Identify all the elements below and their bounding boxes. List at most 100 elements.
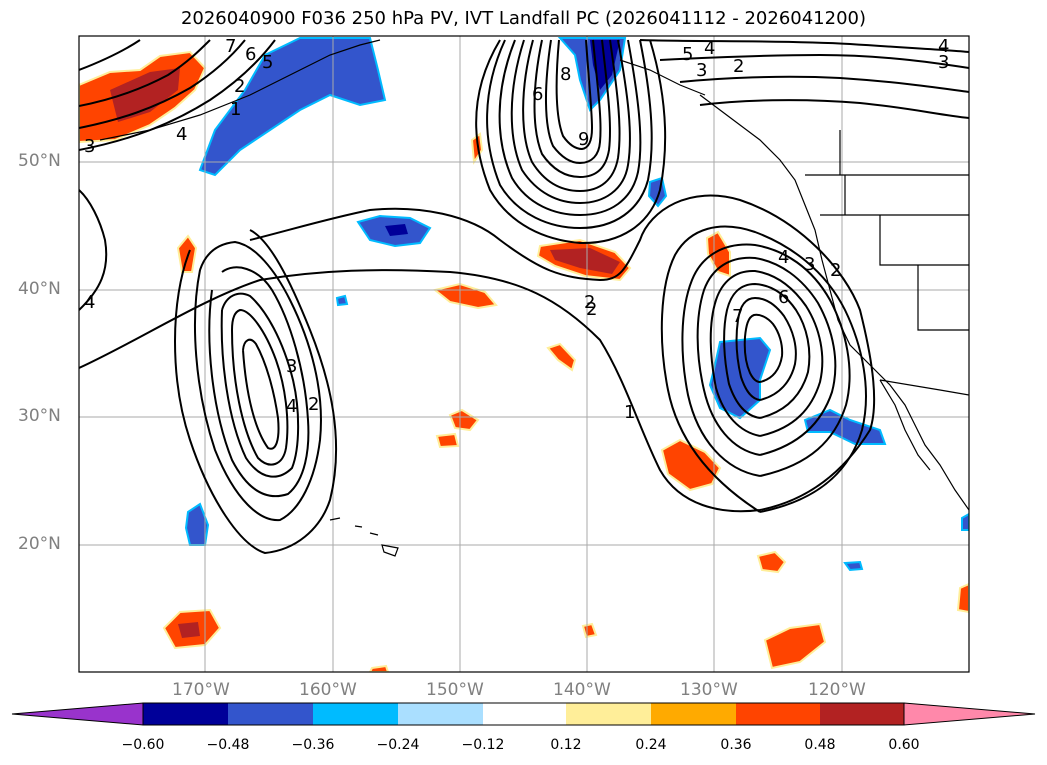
contour-label: 3	[696, 60, 707, 81]
contour-label: 4	[176, 124, 187, 145]
latitude-label: 40°N	[18, 279, 61, 299]
longitude-label: 170°W	[172, 680, 230, 700]
pos-pv-region-tropical	[763, 622, 827, 670]
colorbar-tick-label: −0.48	[206, 737, 250, 753]
contour-4-trough-ca	[709, 269, 824, 437]
contour-1-ridge-outer	[475, 39, 667, 245]
contour-6-lower-trough	[242, 338, 280, 450]
contour-label: 1	[230, 99, 241, 120]
longitude-label: 150°W	[426, 680, 484, 700]
coastline-bc-islands	[619, 59, 706, 96]
neg-pv-region-edge	[961, 512, 969, 531]
positive-pv-shading	[79, 50, 969, 672]
contour-label: 5	[682, 44, 693, 65]
contour-ne-2	[679, 75, 969, 93]
colorbar-tick-label: −0.12	[461, 737, 505, 753]
colorbar-bin	[566, 703, 651, 725]
contour-2-lower-trough	[194, 240, 322, 522]
pos-pv-region-small-5	[756, 550, 787, 574]
pos-pv-region-small-2	[546, 342, 577, 372]
contour-1-lower-trough	[174, 229, 338, 555]
contour-6-ridge	[533, 39, 611, 179]
ivt-contours	[79, 39, 969, 555]
neg-pv-region-small-3	[335, 294, 349, 307]
contour-label: 1	[624, 402, 635, 423]
contour-label: 8	[560, 64, 571, 85]
contour-west-edge	[79, 189, 108, 311]
colorbar-extend-low	[11, 702, 144, 726]
contour-label: 3	[84, 136, 95, 157]
colorbar-bin	[228, 703, 313, 725]
neg-pv-region-baja	[803, 408, 887, 445]
contour-nw-4	[79, 39, 141, 71]
country-border	[879, 379, 969, 396]
contour-5-lower-trough	[231, 308, 289, 466]
neg-pv-region-small-2	[843, 560, 864, 572]
contour-label: 2	[830, 260, 841, 281]
contour-label: 4	[778, 247, 789, 268]
contour-label: 4	[704, 38, 715, 59]
contour-3-lower-trough	[208, 266, 310, 498]
colorbar-tick-label: 0.60	[888, 737, 920, 753]
colorbar-tick-label: −0.36	[291, 737, 335, 753]
longitude-label: 130°W	[680, 680, 738, 700]
colorbar-extend-high	[903, 702, 1036, 726]
contour-label: 2	[234, 76, 245, 97]
contour-label: 4	[286, 396, 297, 417]
coastline-alaska-arc	[99, 39, 381, 141]
contour-ne-1	[659, 53, 969, 69]
pos-pv-region-small-9	[368, 664, 390, 672]
contour-label: 4	[84, 292, 95, 313]
neg-pv-core-midpacific	[385, 224, 408, 236]
contour-ne-3	[699, 99, 969, 119]
contour-nw-3	[79, 39, 211, 107]
contour-6-trough-ca	[735, 296, 797, 401]
contour-ne-4	[639, 39, 969, 53]
latitude-label: 30°N	[18, 406, 61, 426]
longitude-label: 120°W	[808, 680, 866, 700]
colorbar-tick-label: 0.36	[720, 737, 752, 753]
negative-pv-shading	[184, 37, 969, 572]
contour-label: 9	[578, 129, 589, 150]
longitude-label: 160°W	[299, 680, 357, 700]
colorbar-outline	[142, 702, 905, 726]
contour-label: 3	[286, 356, 297, 377]
colorbar-tick-label: 0.12	[550, 737, 582, 753]
neg-pv-region-small-1	[647, 176, 668, 208]
longitude-label: 140°W	[553, 680, 611, 700]
pos-pv-core-tropical-west	[178, 622, 200, 638]
state-border-5	[917, 265, 969, 331]
pos-pv-region-small-1	[176, 234, 198, 273]
contour-2-trough-ca	[681, 243, 851, 477]
latitude-label: 50°N	[18, 151, 61, 171]
colorbar	[11, 702, 1036, 726]
coastline-baja	[879, 379, 931, 471]
contour-4-lower-trough	[220, 292, 300, 478]
contour-3-ridge	[498, 39, 642, 217]
contour-5-ridge	[522, 39, 621, 193]
map-title: 2026040900 F036 250 hPa PV, IVT Landfall…	[180, 8, 867, 29]
colorbar-tick-label: 0.48	[804, 737, 836, 753]
colorbar-tick-label: −0.60	[121, 737, 165, 753]
colorbar-bin	[820, 703, 904, 725]
contour-8-ridge	[555, 39, 594, 151]
contour-3-trough-ca	[696, 256, 837, 456]
contour-label: 6	[778, 287, 789, 308]
contour-nw-1	[79, 39, 276, 151]
contour-label: 2	[586, 299, 597, 320]
colorbar-bin	[143, 703, 228, 725]
contour-label: 6	[245, 44, 256, 65]
contour-label: 7	[225, 36, 236, 57]
contour-label: 3	[804, 254, 815, 275]
pos-pv-core-midlat	[550, 248, 620, 274]
contour-1-outer	[79, 194, 876, 513]
contour-1-trough-ca	[660, 225, 867, 513]
hawaii-islands	[329, 517, 399, 557]
colorbar-bin	[398, 703, 483, 725]
contour-label: 4	[938, 36, 949, 57]
pos-pv-region-small-6	[956, 582, 969, 614]
map-plot-area: 7 6 5 1 4 9 8 6 4 5 3 2 4 3 2 3 4 2 6 7 …	[79, 36, 969, 672]
neg-pv-region-gulf-alaska	[198, 37, 387, 177]
state-border-4	[879, 215, 969, 266]
